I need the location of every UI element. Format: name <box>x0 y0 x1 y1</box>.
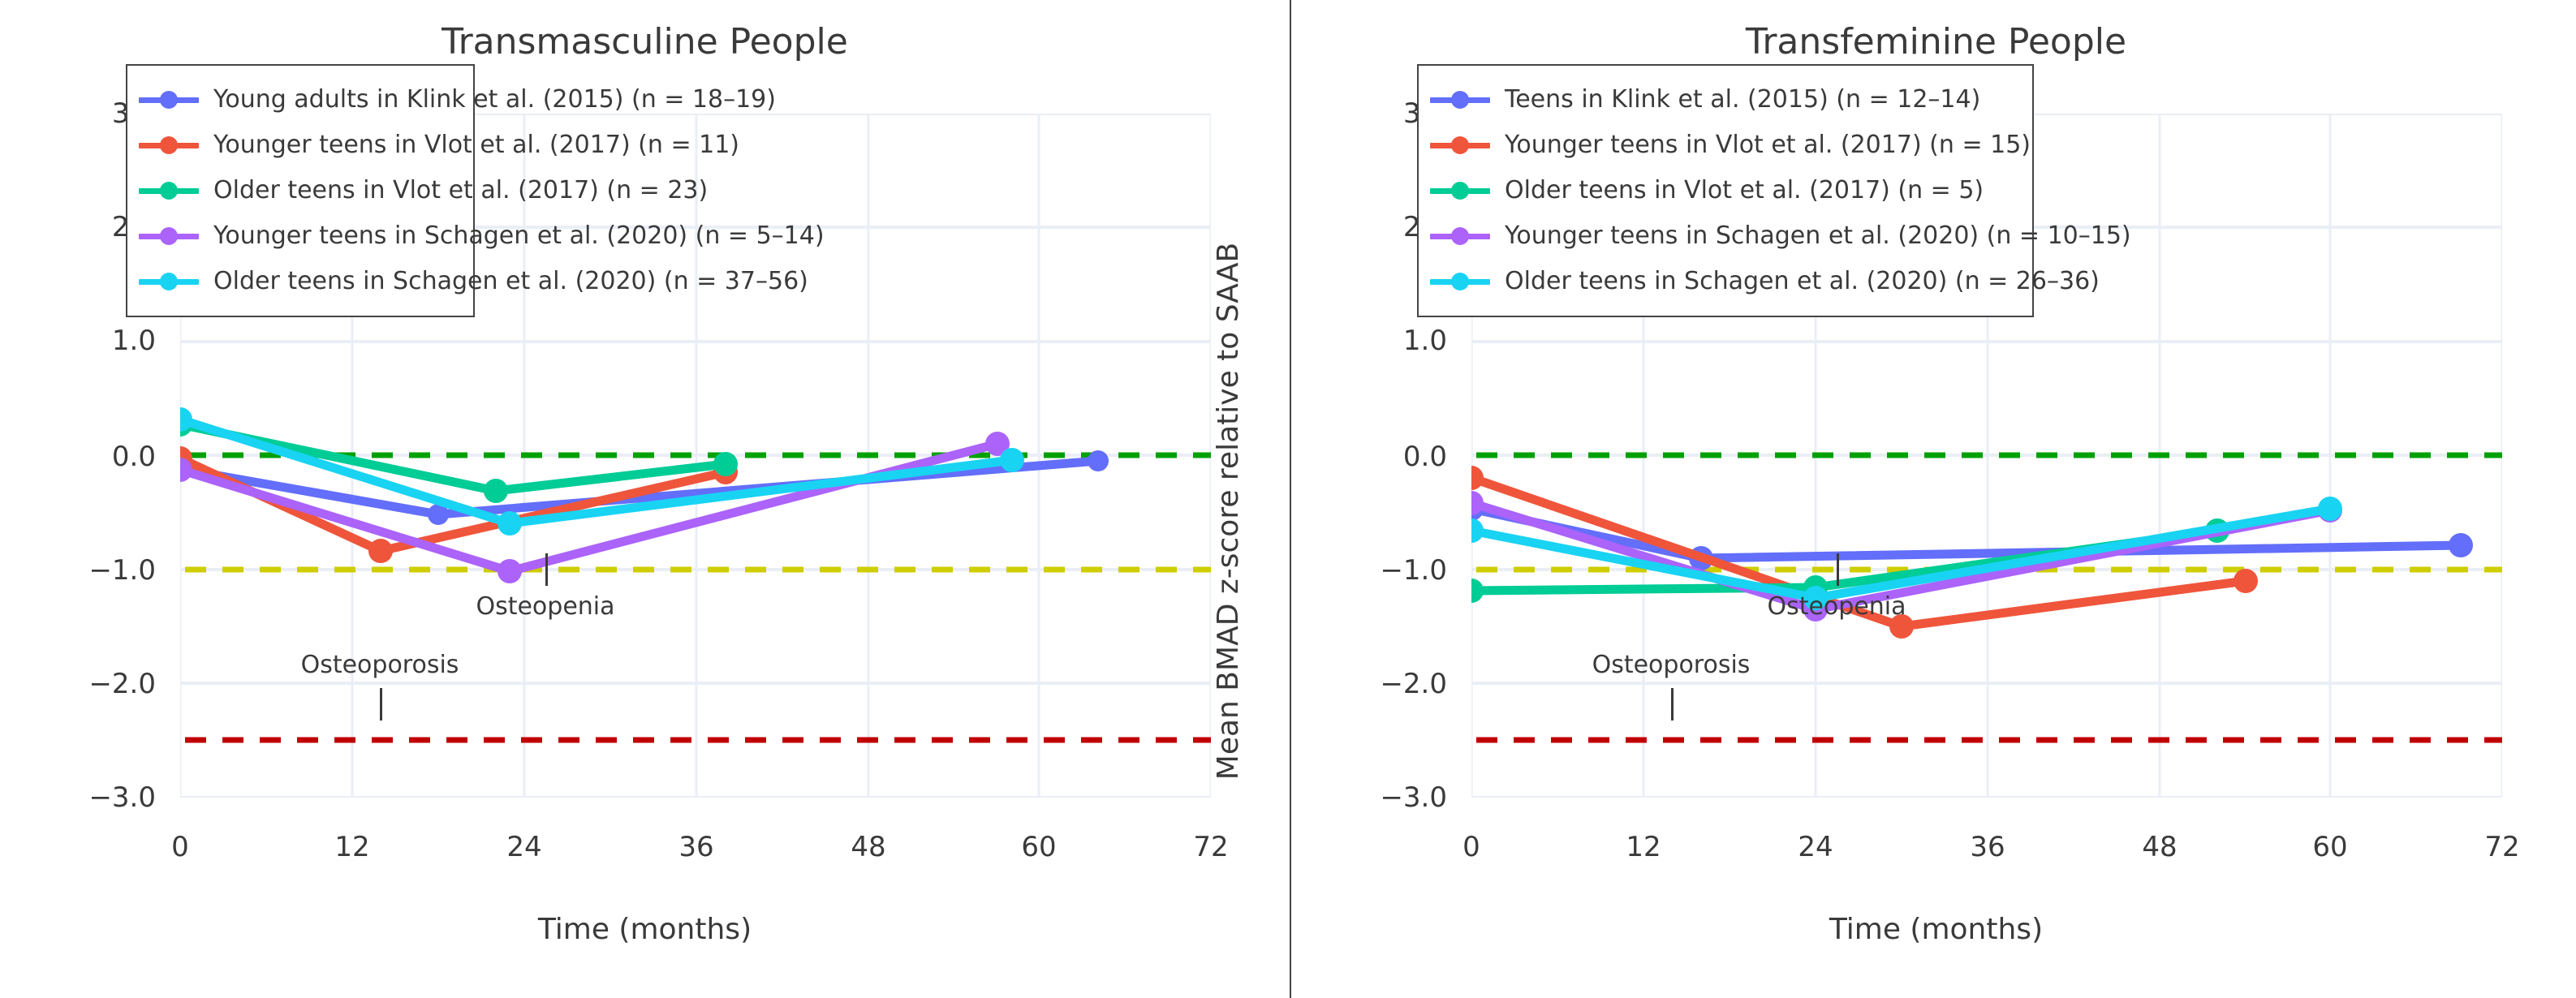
legend-item[interactable]: Teens in Klink et al. (2015) (n = 12–14) <box>1430 77 2018 123</box>
series-line-vlot-younger <box>1471 466 2258 639</box>
y-tick-label: −3.0 <box>88 781 156 814</box>
x-tick-label: 36 <box>1970 831 2005 863</box>
x-tick-label: 48 <box>2142 831 2178 863</box>
legend-swatch-icon <box>1430 136 1490 154</box>
x-axis-label-left: Time (months) <box>537 913 752 946</box>
y-tick-label: −3.0 <box>1380 781 1447 814</box>
y-tick-label: −1.0 <box>1380 554 1447 587</box>
x-tick-label: 36 <box>678 831 714 863</box>
legend-item-label: Younger teens in Schagen et al. (2020) (… <box>1505 222 2131 250</box>
legend-item[interactable]: Young adults in Klink et al. (2015) (n =… <box>139 77 776 123</box>
legend-swatch-icon <box>139 273 199 290</box>
plot-svg-right <box>1471 114 2502 798</box>
legend-item[interactable]: Younger teens in Vlot et al. (2017) (n =… <box>1430 123 2031 168</box>
legend-item-label: Younger teens in Vlot et al. (2017) (n =… <box>1505 131 2031 159</box>
legend-item-label: Older teens in Schagen et al. (2020) (n … <box>213 267 808 295</box>
legend-swatch-icon <box>139 136 199 154</box>
x-tick-label: 0 <box>171 831 189 863</box>
panel-divider <box>1290 0 1291 998</box>
legend-item-label: Older teens in Vlot et al. (2017) (n = 2… <box>213 176 709 204</box>
panel-transfeminine: Transfeminine People Mean BMAD z-score r… <box>1212 0 2576 998</box>
y-tick-label: −1.0 <box>88 554 156 587</box>
x-tick-label: 48 <box>851 831 886 863</box>
y-tick-label: 1.0 <box>111 325 156 357</box>
series-line-schagen-older <box>180 407 1024 536</box>
plot-area-left <box>180 114 1211 798</box>
legend-item-label: Young adults in Klink et al. (2015) (n =… <box>213 85 776 114</box>
y-tick-label: −2.0 <box>1380 668 1447 700</box>
x-tick-label: 0 <box>1462 831 1480 863</box>
legend-swatch-icon <box>139 182 199 200</box>
legend-item[interactable]: Younger teens in Schagen et al. (2020) (… <box>139 213 825 259</box>
plot-area-right <box>1471 114 2502 798</box>
chart-title-left: Transmasculine People <box>442 21 848 62</box>
x-tick-label: 12 <box>334 831 370 863</box>
legend-swatch-icon <box>1430 182 1490 200</box>
osteopenia-annotation-left: Osteopenia <box>476 592 615 621</box>
y-tick-label: 0.0 <box>111 441 156 473</box>
osteopenia-tick-left <box>545 553 548 586</box>
osteopenia-annotation-right: Osteopenia <box>1767 592 1906 621</box>
legend-item[interactable]: Older teens in Schagen et al. (2020) (n … <box>139 259 808 304</box>
x-tick-label: 24 <box>1798 831 1833 863</box>
osteoporosis-tick-left <box>380 688 382 721</box>
osteoporosis-tick-right <box>1671 688 1674 721</box>
legend-item-label: Teens in Klink et al. (2015) (n = 12–14) <box>1505 85 1981 114</box>
plot-svg-left <box>180 114 1211 798</box>
y-axis-label-right: Mean BMAD z-score relative to SAAB <box>1212 242 1245 781</box>
x-tick-label: 60 <box>1021 831 1057 863</box>
legend-item-label: Younger teens in Vlot et al. (2017) (n =… <box>213 131 739 159</box>
legend-item[interactable]: Younger teens in Schagen et al. (2020) (… <box>1430 213 2131 259</box>
legend-item-label: Older teens in Schagen et al. (2020) (n … <box>1505 267 2100 295</box>
legend-item-label: Older teens in Vlot et al. (2017) (n = 5… <box>1505 176 1984 204</box>
series-line-schagen-older <box>1471 497 2342 610</box>
legend-item[interactable]: Older teens in Vlot et al. (2017) (n = 5… <box>1430 168 2018 213</box>
x-tick-label: 72 <box>2484 831 2520 863</box>
osteoporosis-annotation-left: Osteoporosis <box>300 651 459 679</box>
legend-swatch-icon <box>1430 227 1490 245</box>
y-tick-label: −2.0 <box>88 668 156 700</box>
legend-swatch-icon <box>139 91 199 109</box>
y-tick-label: 1.0 <box>1402 325 1447 357</box>
x-tick-label: 60 <box>2312 831 2348 863</box>
legend-item-label: Younger teens in Schagen et al. (2020) (… <box>213 222 825 250</box>
legend-item[interactable]: Younger teens in Vlot et al. (2017) (n =… <box>139 123 739 168</box>
x-axis-label-right: Time (months) <box>1829 913 2044 946</box>
x-tick-label: 24 <box>506 831 542 863</box>
x-tick-label: 12 <box>1626 831 1661 863</box>
osteoporosis-annotation-right: Osteoporosis <box>1592 651 1751 679</box>
legend-swatch-icon <box>139 227 199 245</box>
y-tick-label: 0.0 <box>1402 441 1447 473</box>
legend-item[interactable]: Older teens in Schagen et al. (2020) (n … <box>1430 259 2100 304</box>
chart-title-right: Transfeminine People <box>1745 21 2127 62</box>
x-tick-label: 72 <box>1193 831 1229 863</box>
legend-left[interactable]: Young adults in Klink et al. (2015) (n =… <box>126 64 825 317</box>
legend-swatch-icon <box>1430 91 1490 109</box>
legend-right[interactable]: Teens in Klink et al. (2015) (n = 12–14)… <box>1417 64 2131 317</box>
osteopenia-tick-right <box>1837 553 1839 586</box>
legend-swatch-icon <box>1430 273 1490 290</box>
legend-item[interactable]: Older teens in Vlot et al. (2017) (n = 2… <box>139 168 708 213</box>
panel-transmasculine: Transmasculine People Mean BMAD z-score … <box>88 21 1229 946</box>
